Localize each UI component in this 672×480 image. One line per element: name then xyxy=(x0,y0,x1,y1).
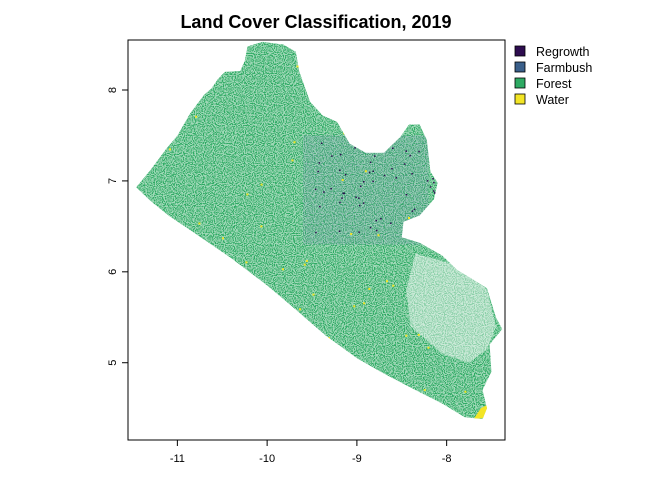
legend-label-forest: Forest xyxy=(536,77,572,91)
y-tick-label: 5 xyxy=(107,360,119,366)
x-tick-label: -11 xyxy=(170,453,185,465)
legend-swatch-water xyxy=(514,93,526,105)
legend-swatch-regrowth xyxy=(514,45,526,57)
raster-layer xyxy=(136,41,503,420)
legend-label-farmbush: Farmbush xyxy=(536,61,592,75)
farmbush-regrowth-speckle xyxy=(303,135,429,245)
legend-label-water: Water xyxy=(536,93,569,107)
chart-title: Land Cover Classification, 2019 xyxy=(180,12,451,32)
legend: Regrowth Farmbush Forest Water xyxy=(514,45,592,107)
legend-swatch-forest xyxy=(514,77,526,89)
legend-label-regrowth: Regrowth xyxy=(536,45,590,59)
x-tick-label: -9 xyxy=(352,453,362,465)
x-tick-label: -8 xyxy=(442,453,452,465)
x-axis: -11 -10 -9 -8 xyxy=(170,440,452,465)
sparse-nodata-region xyxy=(406,253,496,363)
y-axis: 5 6 7 8 xyxy=(107,87,128,366)
y-tick-label: 7 xyxy=(107,178,119,184)
y-tick-label: 8 xyxy=(107,87,119,93)
x-tick-label: -10 xyxy=(259,453,275,465)
legend-swatch-farmbush xyxy=(514,61,526,73)
plot-frame xyxy=(127,39,506,441)
y-tick-label: 6 xyxy=(107,269,119,275)
